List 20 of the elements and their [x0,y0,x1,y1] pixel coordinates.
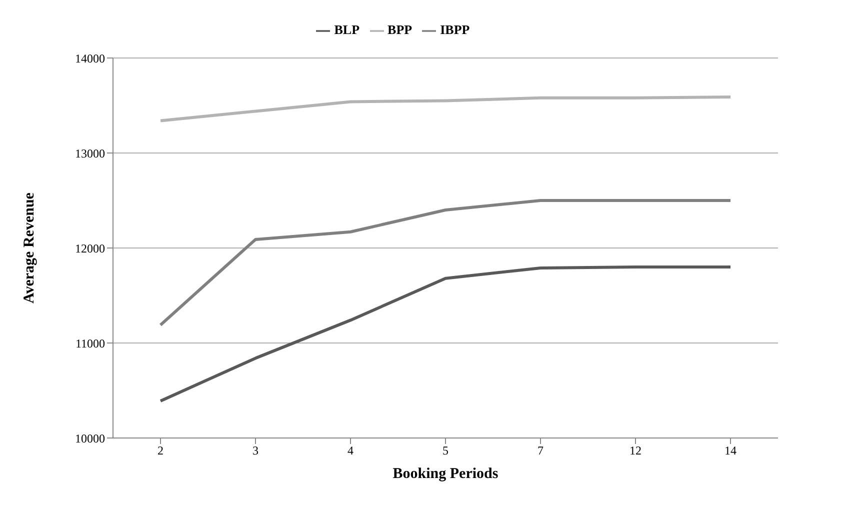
line-series [159,199,732,326]
y-tick-label: 13000 [75,146,105,160]
x-tick-label: 4 [348,444,354,458]
legend-label: BLP [334,22,360,37]
x-tick-label: 12 [630,444,642,458]
x-tick-label: 3 [252,444,258,458]
line-series [159,266,732,402]
x-axis-title: Booking Periods [392,466,498,482]
x-tick-label: 2 [158,444,164,458]
y-axis-title: Average Revenue [21,192,38,304]
x-tick-label: 5 [442,444,448,458]
legend-label: BPP [388,22,412,37]
line-series [159,95,732,122]
y-tick-label: 10000 [75,431,105,446]
legend-label: IBPP [440,22,470,37]
y-tick-label: 14000 [75,51,105,66]
y-tick-label: 11000 [75,336,105,350]
x-tick-label: 7 [538,444,544,458]
x-tick-label: 14 [724,444,736,458]
y-tick-label: 12000 [75,241,105,256]
